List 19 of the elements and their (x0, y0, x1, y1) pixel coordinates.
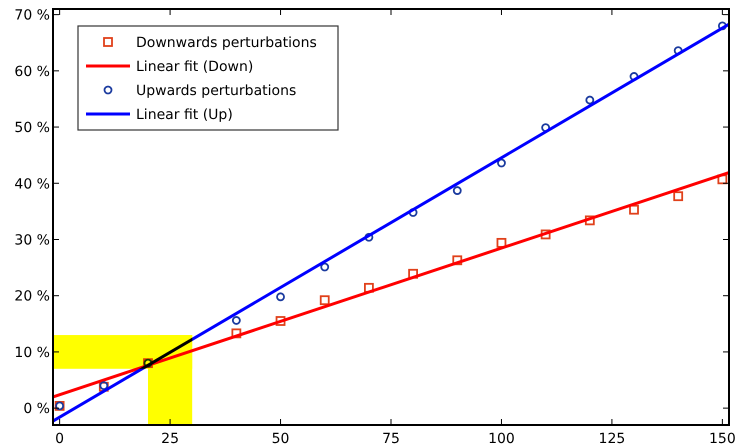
x-tick-label: 75 (382, 431, 400, 447)
y-tick-label: 10 % (14, 344, 50, 361)
x-tick-label: 50 (272, 431, 290, 447)
y-tick-label: 70 % (14, 8, 50, 24)
y-tick-label: 40 % (14, 176, 50, 192)
y-tick-label: 30 % (14, 232, 50, 248)
legend-label: Linear fit (Down) (136, 59, 254, 75)
x-tick-label: 0 (55, 431, 64, 447)
x-tick-label: 100 (488, 431, 515, 447)
legend-label: Upwards perturbations (136, 83, 296, 99)
y-tick-label: 20 % (14, 288, 50, 305)
x-tick-label: 125 (598, 431, 626, 447)
y-tick-label: 0 % (23, 401, 50, 418)
legend-label: Downwards perturbations (136, 35, 317, 51)
x-tick-label: 25 (161, 431, 179, 447)
y-tick-label: 60 % (14, 64, 50, 80)
y-tick-label: 50 % (14, 120, 50, 136)
x-tick-label: 150 (709, 431, 736, 447)
legend-label: Linear fit (Up) (136, 107, 233, 123)
